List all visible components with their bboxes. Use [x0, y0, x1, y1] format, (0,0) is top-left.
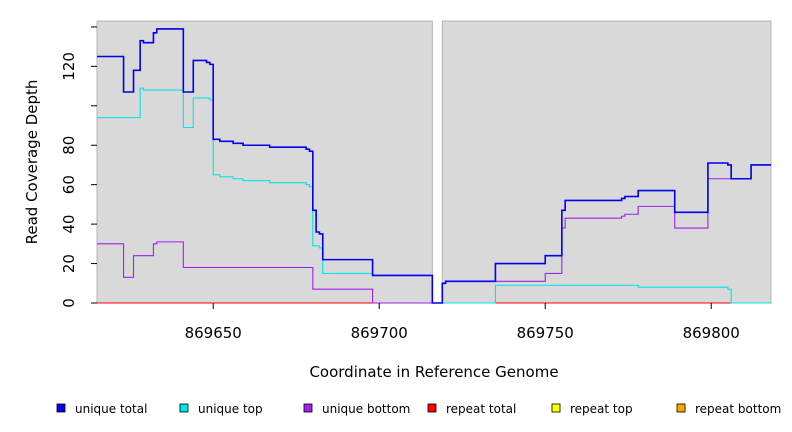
- legend: unique total unique top unique bottom repea…: [56, 402, 781, 416]
- series-line-unique-top: [97, 87, 771, 304]
- legend-swatch: [56, 403, 66, 413]
- x-tick-label: 869650: [185, 324, 242, 342]
- legend-item-unique-bottom: unique bottom: [303, 402, 410, 416]
- legend-label: repeat bottom: [695, 402, 781, 416]
- axes: 0 20 40 60 80 120 869650 869700 869750 869800: [60, 26, 740, 342]
- legend-item-repeat-top: repeat top: [551, 402, 633, 416]
- plot-panels: [96, 20, 772, 304]
- legend-swatch: [303, 403, 313, 413]
- legend-label: unique top: [198, 402, 263, 416]
- legend-swatch: [179, 403, 189, 413]
- y-tick-label: 0: [60, 298, 78, 308]
- series-layer: [97, 28, 771, 304]
- legend-label: repeat total: [446, 402, 516, 416]
- y-tick-label: 80: [60, 136, 78, 155]
- legend-label: unique bottom: [322, 402, 410, 416]
- y-tick-label: 60: [60, 175, 78, 194]
- plot-panel-right: [441, 20, 772, 304]
- y-axis-title: Read Coverage Depth: [23, 80, 41, 245]
- legend-item-unique-total: unique total: [56, 402, 147, 416]
- x-axis-title: Coordinate in Reference Genome: [309, 363, 558, 381]
- legend-swatch: [551, 403, 561, 413]
- legend-item-repeat-total: repeat total: [427, 402, 516, 416]
- legend-item-repeat-bottom: repeat bottom: [676, 402, 781, 416]
- legend-label: repeat top: [570, 402, 633, 416]
- x-tick-label: 869700: [351, 324, 408, 342]
- series-line-unique-total: [97, 28, 771, 304]
- plot-panel-left: [96, 20, 433, 304]
- legend-swatch: [676, 403, 686, 413]
- x-tick-label: 869800: [683, 324, 740, 342]
- x-tick-label: 869750: [517, 324, 574, 342]
- y-tick-label: 120: [60, 52, 78, 81]
- legend-swatch: [427, 403, 437, 413]
- y-tick-label: 20: [60, 254, 78, 273]
- legend-item-unique-top: unique top: [179, 402, 263, 416]
- legend-label: unique total: [75, 402, 147, 416]
- y-tick-label: 40: [60, 215, 78, 234]
